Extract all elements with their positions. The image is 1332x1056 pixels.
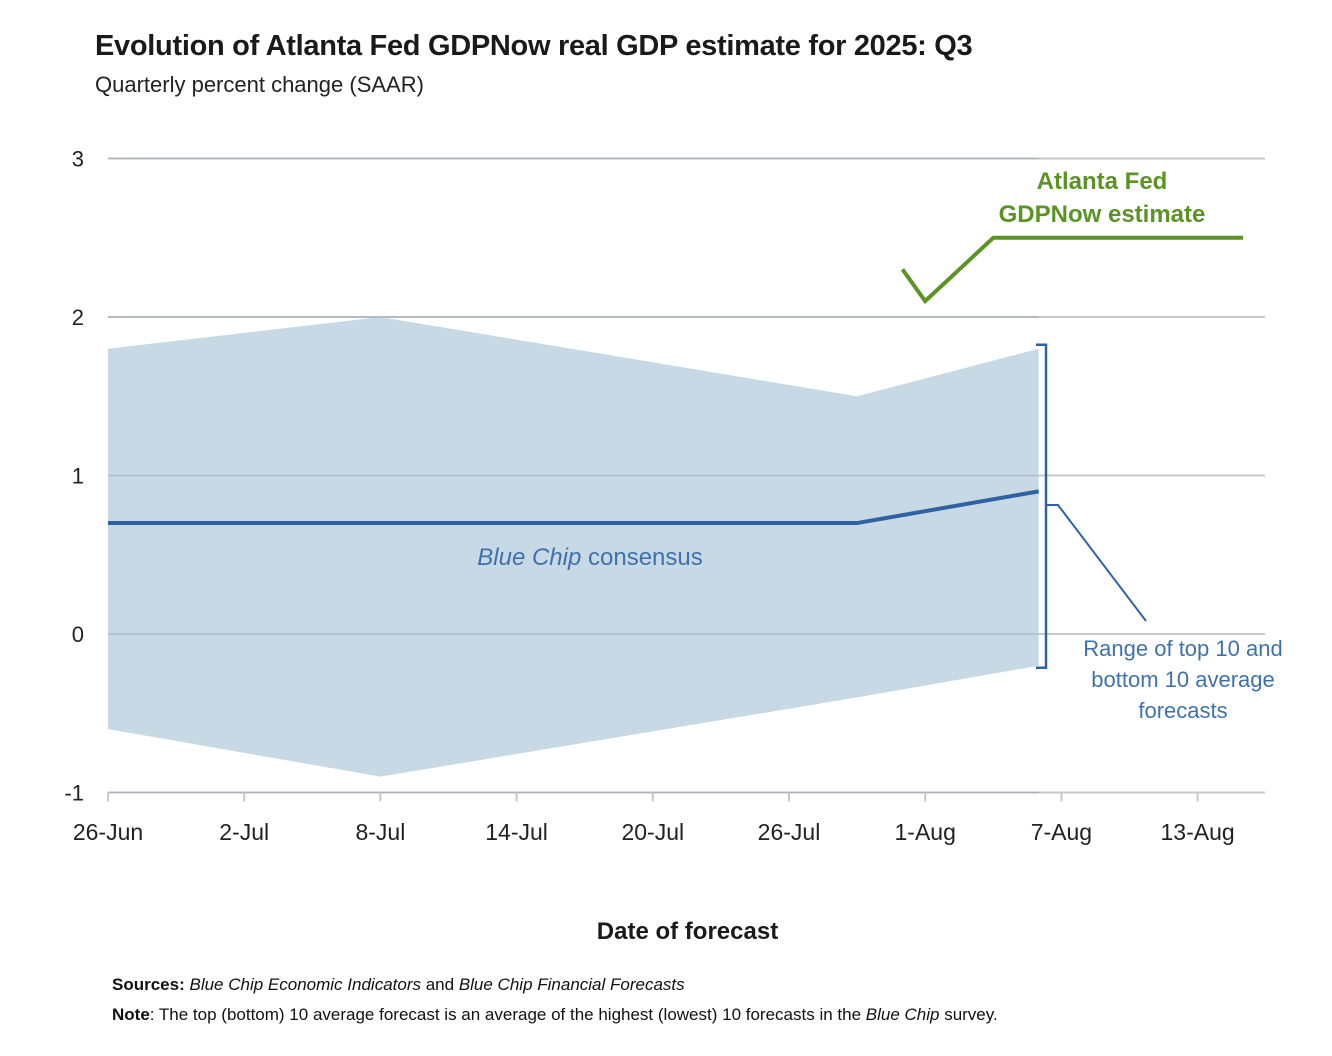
x-tick-label: 7-Aug xyxy=(1031,819,1092,845)
consensus-line xyxy=(108,489,1040,526)
y-tick-label: 1 xyxy=(72,464,84,489)
note-line: Note: The top (bottom) 10 average foreca… xyxy=(112,1000,998,1030)
gdpnow-line xyxy=(900,235,1243,305)
note-italic: Blue Chip xyxy=(865,1005,940,1024)
y-tick-label: 2 xyxy=(72,305,84,330)
gdpnow-label: GDPNow estimate xyxy=(999,201,1206,228)
y-tick-label: 0 xyxy=(72,622,84,647)
range-label: bottom 10 average xyxy=(1091,667,1274,692)
x-tick-label: 13-Aug xyxy=(1161,819,1235,845)
note-label: Note xyxy=(112,1005,150,1024)
footnotes: Sources: Blue Chip Economic Indicators a… xyxy=(112,970,998,1030)
range-bracket xyxy=(1036,343,1048,669)
range-label: forecasts xyxy=(1138,698,1227,723)
range-leader-line xyxy=(1046,504,1147,622)
band-layer xyxy=(108,157,1039,794)
note-text-1: : The top (bottom) 10 average forecast i… xyxy=(149,1005,866,1024)
x-tick-label: 26-Jul xyxy=(758,819,821,845)
source-1: Blue Chip Economic Indicators xyxy=(189,975,421,994)
x-tick-label: 20-Jul xyxy=(621,819,684,845)
axis-layer: -1 0 1 2 3 26-Jun 2-Jul 8-Jul 14-Jul 20-Jul 26-Jul… xyxy=(64,147,1234,846)
sources-label: Sources: xyxy=(112,975,185,994)
note-text-2: survey. xyxy=(939,1005,998,1024)
x-tick-label: 8-Jul xyxy=(355,819,405,845)
y-tick-label: 3 xyxy=(72,147,84,172)
sources-line: Sources: Blue Chip Economic Indicators a… xyxy=(112,970,998,1000)
x-axis-title: Date of forecast xyxy=(596,918,779,945)
source-2: Blue Chip Financial Forecasts xyxy=(458,975,685,994)
x-tick-label: 2-Jul xyxy=(219,819,269,845)
chart-subtitle: Quarterly percent change (SAAR) xyxy=(95,72,424,97)
gdpnow-label: Atlanta Fed xyxy=(1037,168,1168,195)
chart-title: Evolution of Atlanta Fed GDPNow real GDP… xyxy=(95,30,973,62)
y-tick-label: -1 xyxy=(64,781,84,806)
forecast-range-band xyxy=(108,317,1039,777)
consensus-label: Blue Chip consensus xyxy=(477,544,702,571)
x-tick-label: 26-Jun xyxy=(73,819,143,845)
sources-and: and xyxy=(421,975,459,994)
x-tick-label: 1-Aug xyxy=(895,819,956,845)
line-layer xyxy=(108,235,1243,526)
range-label: Range of top 10 and xyxy=(1083,636,1282,661)
annotation-layer: Atlanta Fed GDPNow estimate Blue Chip cons… xyxy=(477,168,1282,723)
x-tick-label: 14-Jul xyxy=(485,819,548,845)
